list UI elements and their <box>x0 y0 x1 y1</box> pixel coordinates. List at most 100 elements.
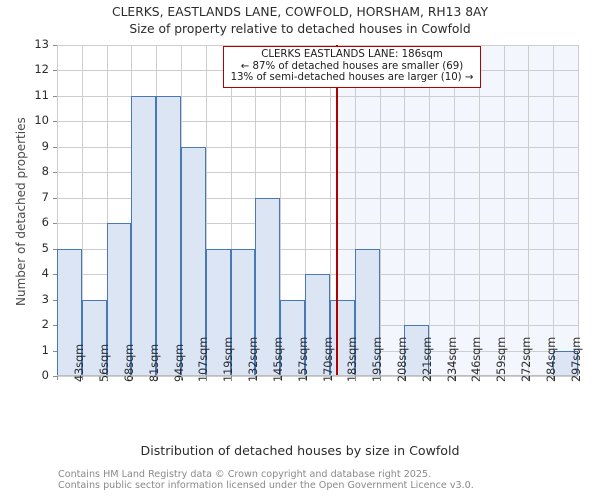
bar <box>404 325 429 376</box>
x-axis-tick-mark <box>255 376 256 380</box>
bar <box>181 147 206 376</box>
bar <box>156 96 181 376</box>
grid-line-vertical <box>82 45 83 376</box>
x-axis-tick-label: 234sqm <box>446 336 459 382</box>
grid-line-vertical <box>107 45 108 376</box>
x-axis-tick-label: 221sqm <box>421 336 434 382</box>
grid-line-horizontal <box>57 147 578 148</box>
x-axis-tick-label: 284sqm <box>545 336 558 382</box>
x-axis-tick-mark <box>330 376 331 380</box>
grid-line-vertical <box>57 45 58 376</box>
bar <box>355 249 380 376</box>
x-axis-tick-label: 195sqm <box>371 336 384 382</box>
x-axis-tick-mark <box>454 376 455 380</box>
y-axis-tick-label: 6 <box>41 215 49 230</box>
grid-line-vertical <box>206 45 207 376</box>
x-axis-tick-label: 170sqm <box>322 336 335 382</box>
y-axis-tick-label: 4 <box>41 266 49 281</box>
y-axis-tick-mark <box>53 223 57 224</box>
x-axis-tick-mark <box>528 376 529 380</box>
bar <box>305 274 330 376</box>
bar <box>57 249 82 376</box>
x-axis-tick-label: 43sqm <box>73 343 86 382</box>
annotation-box: CLERKS EASTLANDS LANE: 186sqm ← 87% of d… <box>223 46 481 88</box>
grid-line-vertical <box>578 45 579 376</box>
x-axis-tick-mark <box>404 376 405 380</box>
x-axis-tick-label: 208sqm <box>396 336 409 382</box>
bar <box>131 96 156 376</box>
y-axis-tick-label: 13 <box>34 37 49 51</box>
y-axis-tick-mark <box>53 45 57 46</box>
x-axis-tick-mark <box>107 376 108 380</box>
grid-line-horizontal <box>57 172 578 173</box>
bar <box>280 300 305 376</box>
x-axis-tick-label: 157sqm <box>297 336 310 382</box>
y-axis-tick-label: 5 <box>41 240 49 255</box>
y-axis-tick-mark <box>53 121 57 122</box>
annotation-line-2: ← 87% of detached houses are smaller (69… <box>240 60 464 72</box>
x-axis-tick-mark <box>156 376 157 380</box>
y-axis-tick-label: 9 <box>41 138 49 153</box>
x-axis-tick-label: 107sqm <box>197 336 210 382</box>
y-axis-tick-mark <box>53 274 57 275</box>
x-axis-tick-mark <box>181 376 182 380</box>
chart-title-block: CLERKS, EASTLANDS LANE, COWFOLD, HORSHAM… <box>0 4 600 37</box>
x-axis-line <box>57 375 578 376</box>
x-axis-tick-mark <box>553 376 554 380</box>
x-axis-tick-label: 259sqm <box>495 336 508 382</box>
x-axis-tick-mark <box>231 376 232 380</box>
grid-line-vertical <box>305 45 306 376</box>
x-axis-tick-label: 272sqm <box>520 336 533 382</box>
grid-line-horizontal <box>57 45 578 46</box>
footer-line-1: Contains HM Land Registry data © Crown c… <box>58 469 432 480</box>
grid-line-horizontal <box>57 223 578 224</box>
grid-line-vertical <box>280 45 281 376</box>
y-axis-tick-label: 0 <box>41 368 49 382</box>
x-axis-tick-label: 297sqm <box>570 336 583 382</box>
y-axis-tick-mark <box>53 325 57 326</box>
x-axis-tick-mark <box>305 376 306 380</box>
x-axis-tick-label: 119sqm <box>222 336 235 382</box>
x-axis-tick-mark <box>57 376 58 380</box>
grid-line-vertical <box>454 45 455 376</box>
grid-line-vertical <box>553 45 554 376</box>
y-axis-tick-mark <box>53 351 57 352</box>
grid-line-vertical <box>380 45 381 376</box>
x-axis-tick-label: 56sqm <box>98 343 111 382</box>
x-axis-tick-mark <box>82 376 83 380</box>
grid-line-vertical <box>528 45 529 376</box>
grid-line-vertical <box>355 45 356 376</box>
grid-line-vertical <box>330 45 331 376</box>
y-axis-tick-mark <box>53 198 57 199</box>
y-axis-tick-mark <box>53 96 57 97</box>
y-axis-tick-label: 7 <box>41 189 49 204</box>
footer-line-2: Contains public sector information licen… <box>58 479 474 491</box>
plot-area <box>57 45 579 377</box>
bar <box>553 351 578 376</box>
y-axis-tick-label: 2 <box>41 317 49 332</box>
grid-line-vertical <box>479 45 480 376</box>
y-axis-tick-mark <box>53 376 57 377</box>
x-axis-tick-mark <box>479 376 480 380</box>
x-axis-tick-label: 132sqm <box>247 336 260 382</box>
grid-line-vertical <box>429 45 430 376</box>
bar <box>255 198 280 376</box>
grid-line-vertical <box>504 45 505 376</box>
x-axis-tick-label: 145sqm <box>272 336 285 382</box>
grid-line-vertical <box>404 45 405 376</box>
y-axis-tick-mark <box>53 172 57 173</box>
grid-line-vertical <box>231 45 232 376</box>
x-axis-tick-label: 81sqm <box>148 343 161 382</box>
x-axis-tick-mark <box>380 376 381 380</box>
grid-line-horizontal <box>57 249 578 250</box>
y-axis-tick-label: 1 <box>41 342 49 357</box>
grid-line-horizontal <box>57 121 578 122</box>
x-axis-tick-mark <box>355 376 356 380</box>
x-axis-tick-mark <box>206 376 207 380</box>
grid-line-horizontal <box>57 376 578 377</box>
x-axis-tick-label: 68sqm <box>123 343 136 382</box>
bar <box>330 300 355 376</box>
x-axis-tick-mark <box>280 376 281 380</box>
y-axis-tick-label: 12 <box>34 62 49 77</box>
